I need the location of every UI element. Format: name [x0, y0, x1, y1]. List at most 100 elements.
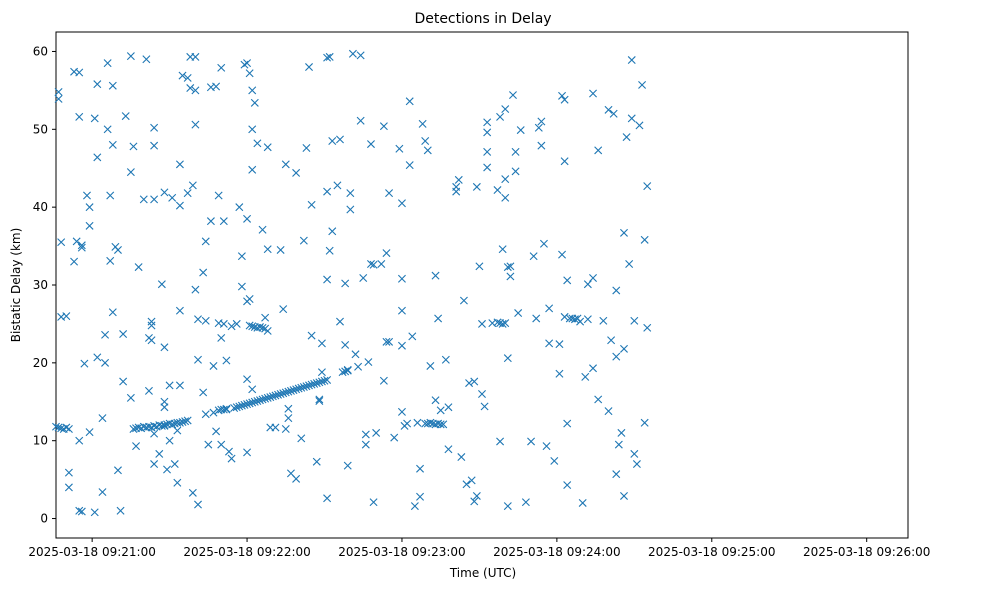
data-point [292, 385, 301, 394]
data-point [558, 91, 567, 100]
data-point [90, 114, 99, 123]
data-point [478, 389, 486, 398]
data-point [157, 280, 166, 289]
data-point [286, 386, 295, 395]
data-point [307, 200, 316, 209]
data-point [299, 382, 308, 391]
data-point [382, 337, 391, 346]
data-point [201, 316, 210, 325]
data-point [346, 205, 355, 214]
data-point [191, 285, 200, 294]
y-axis-label: Bistatic Delay (km) [9, 228, 23, 343]
data-point [444, 403, 453, 412]
data-point [116, 506, 125, 515]
data-point [258, 395, 267, 404]
data-point [113, 245, 122, 254]
data-point [108, 308, 117, 317]
data-point [170, 460, 179, 469]
data-point [607, 336, 616, 345]
data-point [385, 337, 394, 346]
data-point [243, 400, 252, 409]
data-point [103, 59, 112, 68]
data-point [472, 491, 481, 500]
data-point [77, 243, 86, 252]
data-point [537, 117, 546, 126]
data-point [563, 276, 572, 285]
data-point [276, 245, 285, 254]
data-point [351, 350, 360, 359]
data-point [328, 136, 337, 145]
data-point [194, 315, 202, 324]
data-point [150, 141, 159, 150]
data-point [537, 141, 546, 150]
data-point [279, 305, 288, 314]
data-point [85, 428, 94, 437]
data-point [271, 423, 280, 432]
data-point [284, 387, 293, 396]
data-point [191, 52, 200, 61]
data-point [493, 318, 502, 327]
data-point [54, 94, 63, 103]
data-point [408, 332, 417, 341]
data-point [511, 167, 520, 176]
data-point [183, 73, 192, 82]
data-point [75, 436, 84, 445]
data-point [467, 476, 476, 485]
data-point [413, 418, 422, 427]
data-point [397, 199, 406, 208]
data-point [397, 306, 406, 315]
data-point [194, 355, 202, 364]
data-point [475, 262, 484, 271]
data-point [206, 217, 215, 226]
y-tick-label: 0 [40, 512, 48, 526]
data-point [126, 393, 135, 402]
data-point [294, 384, 303, 393]
data-point [54, 423, 63, 432]
data-point [150, 429, 159, 438]
data-point [248, 398, 257, 407]
data-point [431, 271, 440, 280]
data-point [385, 189, 394, 198]
data-point [222, 356, 231, 365]
data-point [478, 319, 486, 328]
data-point [403, 419, 412, 428]
plot-area [55, 31, 909, 539]
data-point [75, 68, 84, 77]
data-point [284, 404, 293, 413]
data-point [405, 97, 414, 106]
data-point [416, 464, 425, 473]
data-point [85, 203, 94, 212]
data-point [498, 245, 507, 254]
data-point [405, 161, 414, 170]
data-point [563, 481, 572, 490]
data-point [457, 453, 466, 462]
data-point [643, 182, 652, 191]
data-point [194, 500, 202, 509]
data-point [346, 189, 355, 198]
data-point [555, 340, 564, 349]
data-point [570, 315, 579, 324]
data-point [168, 193, 177, 202]
data-point [511, 147, 520, 156]
data-point [279, 389, 288, 398]
x-tick-label: 2025-03-18 09:23:00 [338, 545, 465, 559]
data-point [75, 506, 84, 515]
data-point [243, 59, 252, 68]
data-point [454, 175, 463, 184]
y-tick-label: 10 [33, 434, 48, 448]
data-point [101, 330, 110, 339]
data-point [496, 437, 505, 446]
data-point [483, 163, 492, 172]
data-point [263, 143, 272, 152]
data-point [142, 55, 151, 64]
data-point [108, 81, 117, 90]
data-point [168, 420, 177, 429]
data-point [361, 430, 370, 439]
data-point [232, 403, 241, 412]
x-axis-label: Time (UTC) [449, 566, 516, 580]
data-point [217, 440, 226, 449]
data-point [620, 344, 628, 353]
data-point [255, 323, 264, 332]
data-point [245, 69, 254, 78]
data-point [462, 480, 471, 489]
